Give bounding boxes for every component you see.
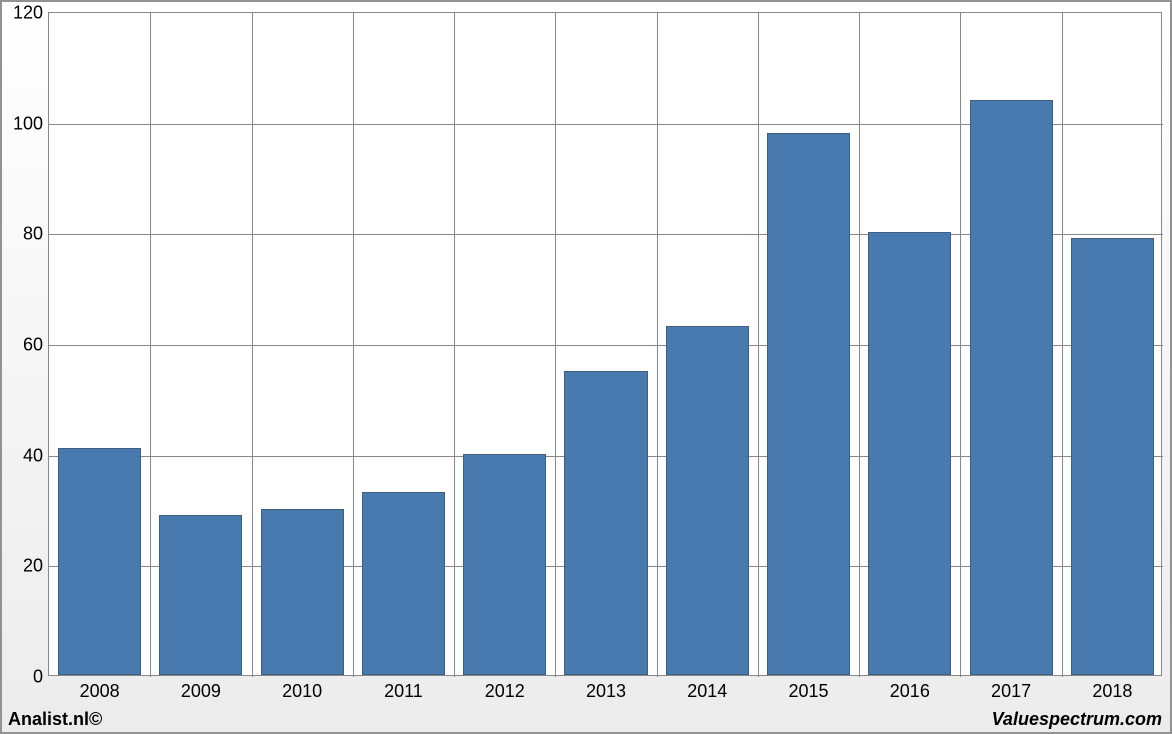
bar-2016	[868, 232, 951, 675]
gridline-v	[555, 13, 556, 677]
x-tick-label: 2008	[80, 681, 120, 702]
bar-2012	[463, 454, 546, 675]
footer-left-credit: Analist.nl©	[8, 709, 102, 730]
x-tick-label: 2015	[789, 681, 829, 702]
bar-2013	[564, 371, 647, 675]
y-tick-label: 0	[33, 667, 43, 688]
bar-2009	[159, 515, 242, 675]
plot-area: 0204060801001202008200920102011201220132…	[48, 12, 1162, 676]
x-tick-label: 2018	[1092, 681, 1132, 702]
y-tick-label: 100	[13, 113, 43, 134]
y-tick-label: 40	[23, 445, 43, 466]
gridline-v	[353, 13, 354, 677]
x-tick-label: 2017	[991, 681, 1031, 702]
gridline-v	[1062, 13, 1063, 677]
gridline-v	[252, 13, 253, 677]
bar-2017	[970, 100, 1053, 675]
gridline-v	[454, 13, 455, 677]
bar-2015	[767, 133, 850, 675]
y-tick-label: 80	[23, 224, 43, 245]
x-tick-label: 2011	[384, 681, 423, 702]
x-tick-label: 2013	[586, 681, 626, 702]
gridline-v	[859, 13, 860, 677]
x-tick-label: 2016	[890, 681, 930, 702]
x-tick-label: 2009	[181, 681, 221, 702]
gridline-v	[657, 13, 658, 677]
x-tick-label: 2012	[485, 681, 525, 702]
gridline-v	[150, 13, 151, 677]
footer-right-credit: Valuespectrum.com	[992, 709, 1162, 730]
bar-2010	[261, 509, 344, 675]
bar-2018	[1071, 238, 1154, 675]
y-tick-label: 60	[23, 335, 43, 356]
gridline-v	[758, 13, 759, 677]
y-tick-label: 20	[23, 556, 43, 577]
y-tick-label: 120	[13, 3, 43, 24]
bar-2014	[666, 326, 749, 675]
bar-2008	[58, 448, 141, 675]
x-tick-label: 2010	[282, 681, 322, 702]
gridline-v	[960, 13, 961, 677]
bar-2011	[362, 492, 445, 675]
x-tick-label: 2014	[687, 681, 727, 702]
chart-frame: 0 20 40 60 80 100 120 2008 2009 2010 2011 2012 2013 2…	[0, 0, 1172, 734]
